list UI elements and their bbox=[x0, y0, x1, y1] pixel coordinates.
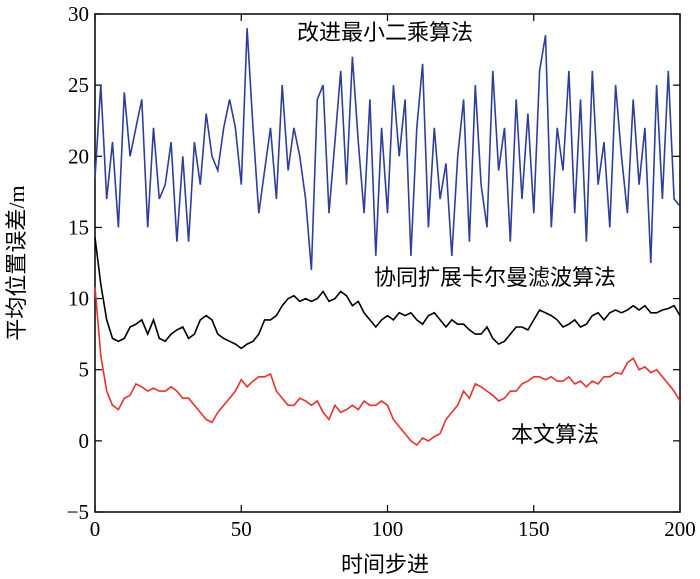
x-tick-label: 100 bbox=[372, 517, 404, 541]
y-axis-label: 平均位置误差/m bbox=[4, 185, 29, 340]
y-tick-label: −5 bbox=[67, 500, 89, 524]
x-tick-label: 0 bbox=[90, 517, 101, 541]
y-tick-label: 20 bbox=[68, 144, 89, 168]
x-tick-label: 200 bbox=[664, 517, 696, 541]
y-tick-label: 15 bbox=[68, 215, 89, 239]
series-line bbox=[94, 237, 681, 350]
y-tick-label: 25 bbox=[68, 73, 89, 97]
y-tick-label: 10 bbox=[68, 287, 89, 311]
x-tick-label: 150 bbox=[518, 517, 550, 541]
series-line bbox=[94, 28, 681, 271]
annotation: 本文算法 bbox=[511, 422, 599, 447]
y-tick-label: 5 bbox=[79, 358, 90, 382]
series-line bbox=[94, 287, 681, 447]
x-axis-label: 时间步进 bbox=[341, 552, 429, 577]
y-tick-label: 30 bbox=[68, 2, 89, 26]
y-tick-label: 0 bbox=[79, 429, 90, 453]
annotation: 改进最小二乘算法 bbox=[297, 20, 473, 45]
x-tick-label: 50 bbox=[231, 517, 252, 541]
annotation: 协同扩展卡尔曼滤波算法 bbox=[374, 265, 616, 290]
